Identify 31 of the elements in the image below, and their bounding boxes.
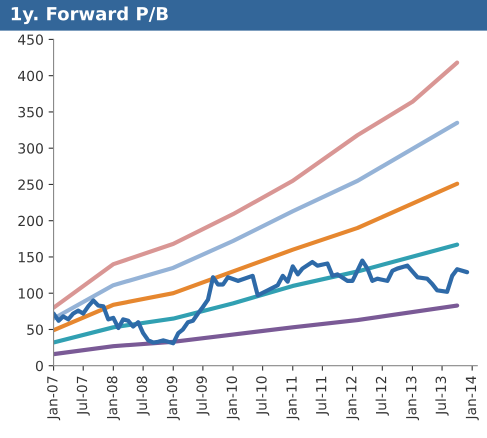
- y-tick-label: 150: [18, 252, 43, 262]
- y-tick-label: 450: [18, 34, 43, 45]
- line-series: [54, 60, 460, 310]
- x-tick-label: Jul-08: [136, 376, 150, 416]
- y-tick-label: 200: [18, 216, 43, 226]
- x-tick-label: Jan-12: [346, 376, 360, 420]
- x-tick-label: Jul-13: [435, 376, 449, 416]
- x-tick-label: Jan-09: [166, 376, 180, 420]
- x-tick-label: Jul-09: [196, 376, 210, 416]
- x-tick-label: Jan-08: [106, 376, 120, 420]
- line-series: [54, 182, 460, 332]
- x-tick-label: Jul-07: [76, 376, 90, 416]
- y-tick-label: 100: [18, 288, 43, 299]
- x-tick-label: Jan-07: [47, 376, 60, 420]
- x-tick-label: Jul-11: [316, 376, 329, 416]
- x-tick-label: Jan-10: [226, 376, 240, 420]
- y-tick-label: 0: [36, 360, 43, 372]
- chart-title: 1y. Forward P/B: [12, 6, 168, 24]
- x-tick-label: Jul-12: [376, 376, 389, 416]
- y-tick-label: 400: [18, 70, 43, 82]
- x-tick-label: Jan-14: [466, 376, 479, 420]
- y-tick-label: 250: [18, 179, 43, 190]
- y-tick-label: 50: [27, 324, 43, 335]
- x-tick-label: Jul-10: [256, 376, 270, 416]
- x-tick-label: Jan-13: [406, 376, 420, 420]
- y-tick-label: 300: [18, 143, 43, 154]
- line-series: [54, 258, 470, 346]
- line-series: [54, 120, 460, 321]
- x-tick-label: Jan-11: [286, 376, 300, 420]
- line-series: [54, 303, 460, 356]
- y-tick-label: 350: [18, 106, 43, 118]
